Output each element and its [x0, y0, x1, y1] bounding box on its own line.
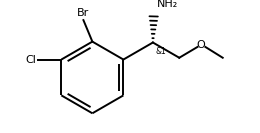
- Text: &1: &1: [155, 47, 166, 56]
- Text: O: O: [197, 40, 205, 50]
- Text: Cl: Cl: [25, 55, 36, 65]
- Text: Br: Br: [76, 8, 89, 18]
- Text: NH₂: NH₂: [157, 0, 178, 9]
